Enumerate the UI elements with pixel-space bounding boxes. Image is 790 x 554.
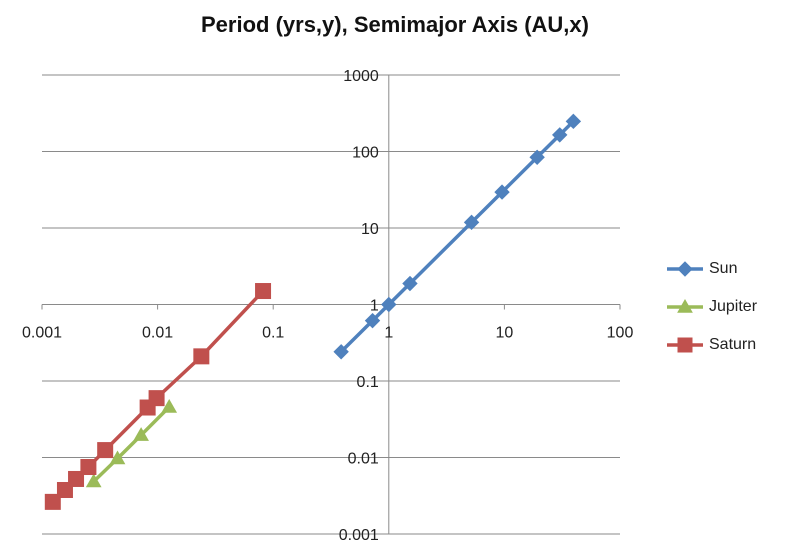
y-tick-label-3: 1	[370, 298, 379, 315]
point-sun-3	[402, 275, 418, 292]
point-saturn-0	[44, 493, 61, 510]
y-tick-label-2: 10	[361, 221, 379, 238]
legend-swatch-saturn	[667, 337, 703, 353]
legend-marker-jupiter	[677, 298, 693, 313]
legend-marker-saturn	[677, 337, 693, 353]
legend-marker-sun	[677, 261, 693, 277]
point-sun-1	[364, 312, 381, 329]
point-jupiter-3	[161, 399, 178, 413]
legend-swatch-jupiter	[667, 298, 703, 313]
y-tick-label-1: 100	[352, 145, 379, 162]
point-saturn-6	[148, 390, 165, 407]
legend-item-saturn: Saturn	[665, 326, 790, 364]
x-tick-label-2: 0.1	[262, 325, 284, 342]
point-saturn-8	[255, 283, 272, 300]
legend-label-jupiter: Jupiter	[709, 298, 758, 315]
legend-swatch-sun	[667, 261, 703, 277]
y-tick-label-6: 0.001	[339, 527, 379, 544]
point-saturn-7	[193, 348, 210, 365]
x-tick-label-0: 0.001	[22, 325, 62, 342]
point-sun-4	[463, 214, 480, 231]
legend: Sun Jupiter Saturn	[665, 250, 790, 364]
point-saturn-2	[68, 470, 85, 487]
point-sun-6	[529, 149, 545, 165]
legend-item-sun: Sun	[665, 250, 790, 288]
x-tick-label-1: 0.01	[142, 325, 173, 342]
point-saturn-3	[80, 459, 97, 476]
y-tick-label-5: 0.01	[348, 451, 379, 468]
point-jupiter-1	[109, 450, 126, 465]
series-line-jupiter	[92, 405, 171, 483]
chart-title: Period (yrs,y), Semimajor Axis (AU,x)	[201, 12, 589, 37]
point-saturn-4	[97, 442, 114, 459]
point-sun-0	[333, 344, 349, 360]
point-jupiter-2	[133, 427, 149, 441]
y-tick-label-4: 0.1	[357, 374, 379, 391]
x-tick-label-5: 100	[607, 325, 634, 342]
point-sun-2	[381, 296, 397, 313]
x-tick-label-3: 1	[384, 325, 393, 342]
y-tick-label-0: 1000	[343, 68, 379, 85]
point-jupiter-0	[85, 473, 102, 488]
legend-item-jupiter: Jupiter	[665, 288, 790, 326]
point-sun-8	[565, 113, 582, 130]
point-sun-5	[494, 184, 510, 200]
point-sun-7	[552, 127, 568, 143]
legend-label-sun: Sun	[709, 260, 738, 277]
x-tick-label-4: 10	[496, 325, 514, 342]
legend-label-saturn: Saturn	[709, 336, 757, 353]
